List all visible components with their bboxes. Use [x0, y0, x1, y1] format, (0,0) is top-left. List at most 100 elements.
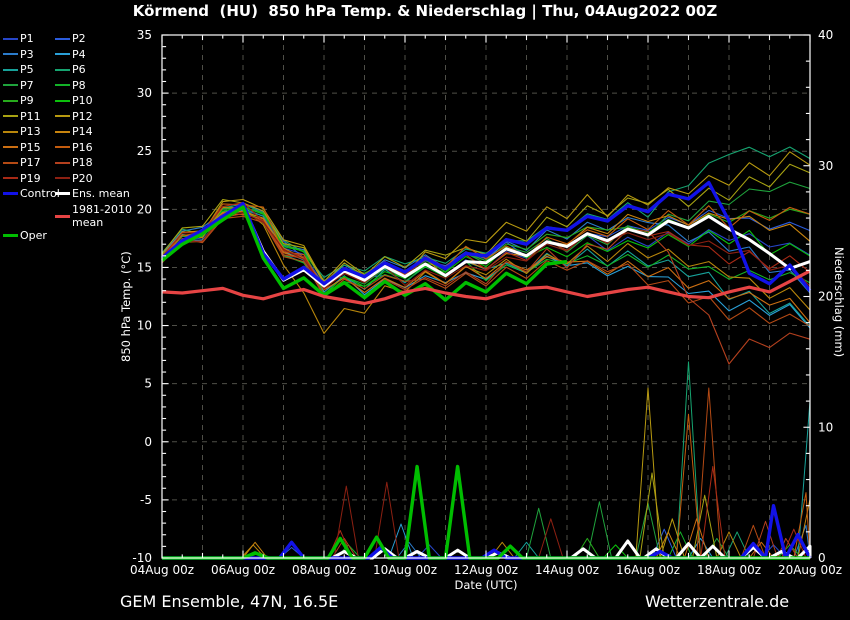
legend-swatch	[3, 53, 18, 55]
x-tick-label: 12Aug 00z	[454, 563, 518, 577]
right-tick-label: 20	[818, 290, 833, 304]
legend-label: P1	[20, 32, 34, 45]
member-temp-line-P20	[161, 211, 811, 289]
legend-swatch	[3, 130, 18, 133]
legend-item-p6: P6	[55, 63, 86, 76]
legend-label: P15	[20, 140, 41, 154]
legend-item-p9: P9	[3, 94, 34, 107]
legend-item-p1: P1	[3, 32, 34, 45]
chart-title: Körmend (HU) 850 hPa Temp. & Niederschla…	[132, 2, 718, 20]
temp-line-oper	[160, 205, 568, 302]
member-temp-line-P13	[161, 206, 811, 334]
temp-line-control	[160, 180, 812, 292]
legend-item-p13: P13	[3, 125, 41, 138]
legend-swatch	[55, 130, 70, 133]
member-temp-line-P16	[161, 203, 811, 290]
temp-line-1981-2010-mean	[161, 269, 811, 306]
legend-swatch	[55, 214, 70, 218]
plot-frame	[161, 34, 811, 559]
legend-item-p3: P3	[3, 48, 34, 61]
right-tick-label: 30	[818, 159, 833, 173]
legend-item-p15: P15	[3, 141, 41, 154]
legend-label: P10	[72, 94, 93, 107]
x-tick-label: 06Aug 00z	[211, 563, 275, 577]
x-tick-label: 08Aug 00z	[292, 563, 356, 577]
legend-label: 1981-2010 mean	[72, 203, 132, 229]
legend-swatch	[55, 192, 70, 195]
legend-item-p4: P4	[55, 48, 86, 61]
x-tick-label: 10Aug 00z	[373, 563, 437, 577]
legend-label: P14	[72, 125, 93, 138]
legend-swatch	[55, 115, 70, 117]
legend-swatch	[55, 37, 70, 40]
legend-label: P9	[20, 94, 34, 107]
x-tick-label: 04Aug 00z	[130, 563, 194, 577]
legend-item-p17: P17	[3, 156, 41, 169]
legend-item-p2: P2	[55, 32, 86, 45]
right-tick-label: 40	[818, 28, 833, 42]
legend-label: P5	[20, 63, 34, 76]
member-precip-line-P17	[162, 387, 810, 559]
left-tick-label: 0	[144, 435, 152, 449]
legend-swatch	[55, 146, 70, 148]
legend-label: P18	[72, 156, 93, 169]
legend-item-p12: P12	[55, 110, 93, 123]
legend-swatch	[55, 68, 70, 71]
legend-swatch	[3, 115, 18, 117]
legend-item-ens-mean: Ens. mean	[55, 187, 130, 200]
legend-label: P2	[72, 32, 86, 45]
legend-item-p10: P10	[55, 94, 93, 107]
legend-label: P12	[72, 109, 93, 123]
legend-label: P17	[20, 156, 41, 169]
left-tick-label: 5	[144, 377, 152, 391]
legend-label: P19	[20, 171, 41, 185]
legend-item-p7: P7	[3, 79, 34, 92]
legend-label: P4	[72, 47, 86, 61]
legend-swatch	[3, 233, 18, 237]
legend-label: Oper	[20, 228, 47, 242]
left-tick-label: 35	[137, 28, 152, 42]
legend-item-p18: P18	[55, 156, 93, 169]
legend-item-p5: P5	[3, 63, 34, 76]
x-tick-label: 14Aug 00z	[535, 563, 599, 577]
legend-swatch	[55, 84, 70, 86]
legend-swatch	[3, 192, 18, 195]
legend-swatch	[55, 99, 70, 102]
left-tick-label: -5	[140, 493, 152, 507]
legend-label: Control	[20, 187, 60, 200]
right-tick-label: 0	[818, 551, 826, 565]
legend-item-p8: P8	[55, 79, 86, 92]
legend-swatch	[55, 177, 70, 179]
legend-item-1981-2010-mean: 1981-2010 mean	[55, 203, 136, 229]
legend-swatch	[3, 146, 18, 148]
member-precip-line-P12	[162, 387, 810, 559]
left-tick-label: 10	[137, 319, 152, 333]
x-tick-label: 20Aug 00z	[778, 563, 842, 577]
legend-item-oper: Oper	[3, 229, 47, 242]
member-temp-line-P12	[161, 151, 811, 283]
legend-label: Ens. mean	[72, 187, 130, 200]
right-tick-label: 10	[818, 420, 833, 434]
legend-item-p16: P16	[55, 141, 93, 154]
x-axis-label: Date (UTC)	[454, 578, 518, 592]
member-temp-line-P10	[161, 206, 811, 295]
legend-item-p14: P14	[55, 125, 93, 138]
member-precip-line-P19	[162, 466, 810, 559]
legend: P1 P3 P5 P7 P9 P11 P13 P15 P17 P19 Control P2 P4 P6 P8…	[3, 32, 158, 252]
legend-label: P11	[20, 109, 41, 123]
member-precip-line-P20	[162, 481, 810, 559]
legend-label: P7	[20, 78, 34, 92]
left-tick-label: -10	[132, 551, 152, 565]
legend-swatch	[55, 53, 70, 55]
left-tick-label: 15	[137, 260, 152, 274]
member-precip-line-P14	[162, 498, 811, 559]
footer-model-info: GEM Ensemble, 47N, 16.5E	[120, 592, 339, 611]
legend-label: P16	[72, 140, 93, 154]
legend-label: P6	[72, 63, 86, 76]
legend-item-p19: P19	[3, 172, 41, 185]
x-tick-label: 16Aug 00z	[616, 563, 680, 577]
legend-swatch	[3, 68, 18, 71]
left-tick-label: 25	[137, 144, 152, 158]
y-axis-label-precipitation: Niederschlag (mm)	[832, 247, 846, 358]
